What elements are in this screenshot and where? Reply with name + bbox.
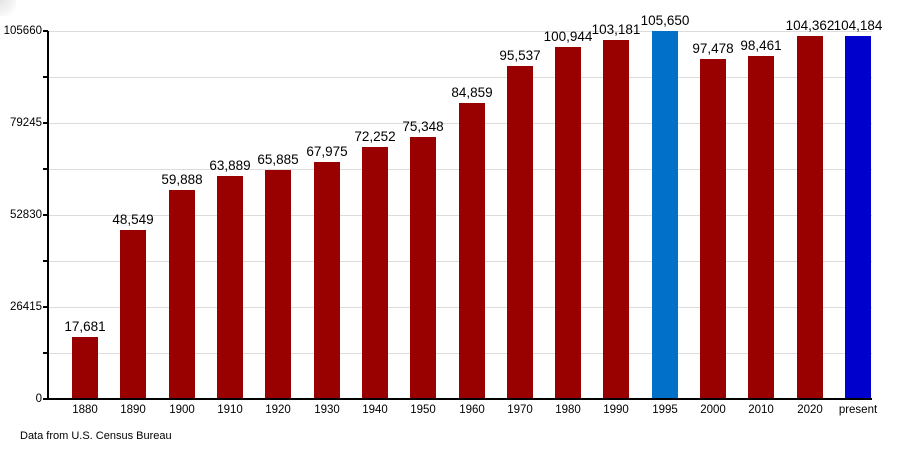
bar-1880 xyxy=(72,337,98,399)
gridline xyxy=(48,77,872,78)
x-tick-label: 1950 xyxy=(410,404,436,416)
bar-1970 xyxy=(507,66,533,399)
x-tick-label: 1960 xyxy=(459,404,485,416)
x-axis-line xyxy=(47,398,872,400)
y-axis-tick xyxy=(43,306,48,308)
x-tick-label: 2000 xyxy=(700,404,726,416)
y-tick-label: 79245 xyxy=(10,117,42,129)
bar-2000 xyxy=(700,59,726,399)
y-axis-tick xyxy=(43,214,48,216)
bar-value-label: 100,944 xyxy=(543,29,593,44)
x-tick-label: 1940 xyxy=(362,404,388,416)
bar-2020 xyxy=(797,35,823,399)
bar-value-label: 75,348 xyxy=(402,119,444,134)
bar-1960 xyxy=(459,103,485,399)
y-axis-tick xyxy=(43,352,48,354)
bar-1920 xyxy=(265,169,291,399)
x-tick-label: 2010 xyxy=(748,404,774,416)
x-tick-label: present xyxy=(838,404,878,416)
x-tick-label: 1910 xyxy=(217,404,243,416)
x-tick-label: 2020 xyxy=(797,404,823,416)
bar-1990 xyxy=(603,39,629,399)
bar-1900 xyxy=(169,190,195,399)
x-tick-label: 1995 xyxy=(652,404,678,416)
bar-2010 xyxy=(748,56,774,399)
y-axis-tick xyxy=(43,122,48,124)
data-source-note: Data from U.S. Census Bureau xyxy=(20,430,172,442)
x-tick-label: 1920 xyxy=(265,404,291,416)
bar-1980 xyxy=(555,47,581,399)
bar-1930 xyxy=(314,162,340,399)
bar-value-label: 104,184 xyxy=(833,18,883,33)
bar-value-label: 48,549 xyxy=(112,212,154,227)
y-axis-tick xyxy=(43,260,48,262)
y-axis-line xyxy=(47,31,49,400)
bar-value-label: 104,362 xyxy=(785,18,835,33)
y-axis-tick xyxy=(43,76,48,78)
x-tick-label: 1990 xyxy=(603,404,629,416)
bar-value-label: 59,888 xyxy=(161,172,203,187)
y-tick-label: 105660 xyxy=(3,25,42,37)
bar-value-label: 17,681 xyxy=(64,319,106,334)
bar-present xyxy=(845,36,871,399)
y-tick-label: 26415 xyxy=(10,301,42,313)
bar-value-label: 67,975 xyxy=(306,144,348,159)
bar-1890 xyxy=(120,229,146,399)
bar-value-label: 103,181 xyxy=(591,22,641,37)
bar-value-label: 84,859 xyxy=(451,85,493,100)
x-tick-label: 1930 xyxy=(314,404,340,416)
bar-value-label: 72,252 xyxy=(354,129,396,144)
bar-1940 xyxy=(362,147,388,399)
y-axis-tick xyxy=(43,398,48,400)
screen-corner-artifact xyxy=(0,0,16,16)
bar-1910 xyxy=(217,176,243,399)
bar-value-label: 105,650 xyxy=(640,13,690,28)
gridline xyxy=(48,31,872,32)
y-tick-label: 52830 xyxy=(10,209,42,221)
bar-1950 xyxy=(410,136,436,399)
y-axis-tick xyxy=(43,30,48,32)
bar-1995 xyxy=(652,31,678,399)
x-tick-label: 1880 xyxy=(72,404,98,416)
x-tick-label: 1980 xyxy=(555,404,581,416)
x-tick-label: 1900 xyxy=(169,404,195,416)
bar-value-label: 97,478 xyxy=(692,41,734,56)
x-tick-label: 1970 xyxy=(507,404,533,416)
bar-value-label: 95,537 xyxy=(499,48,541,63)
bar-value-label: 65,885 xyxy=(257,152,299,167)
bar-value-label: 63,889 xyxy=(209,158,251,173)
y-tick-label: 0 xyxy=(35,393,42,405)
x-tick-label: 1890 xyxy=(120,404,146,416)
bar-value-label: 98,461 xyxy=(740,38,782,53)
y-axis-tick xyxy=(43,168,48,170)
